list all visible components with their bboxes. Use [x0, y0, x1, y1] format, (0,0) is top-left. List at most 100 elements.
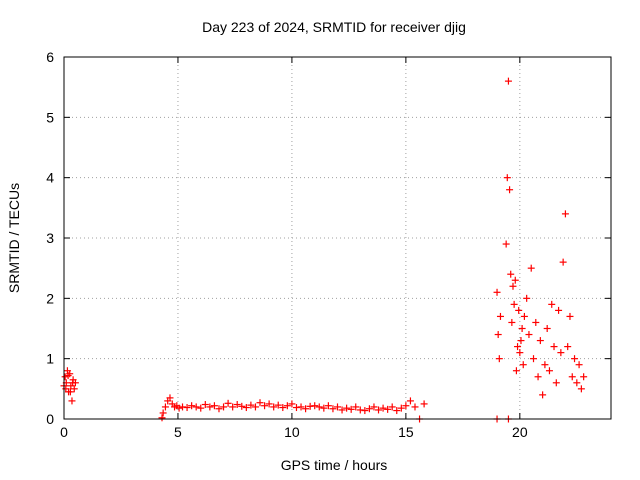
data-point	[532, 318, 540, 326]
data-point	[220, 403, 228, 411]
data-point	[552, 379, 560, 387]
data-point	[69, 379, 77, 387]
data-point	[543, 325, 551, 332]
data-point	[393, 407, 401, 415]
data-point	[541, 361, 549, 369]
data-point	[361, 407, 369, 415]
y-tick-label: 3	[46, 230, 54, 246]
data-point	[577, 385, 585, 393]
data-point	[352, 403, 360, 411]
data-point	[561, 210, 569, 218]
data-point	[516, 349, 524, 357]
data-point	[406, 397, 414, 405]
data-point	[288, 400, 296, 408]
data-point	[224, 399, 232, 407]
data-point	[188, 402, 196, 410]
data-points	[60, 77, 588, 423]
data-point	[297, 403, 305, 411]
data-point	[506, 186, 514, 194]
data-point	[274, 401, 282, 409]
data-point	[495, 355, 503, 363]
data-point	[511, 276, 519, 284]
data-point	[320, 404, 328, 412]
data-point	[356, 406, 364, 414]
data-point	[375, 406, 383, 414]
data-point	[210, 402, 218, 410]
data-point	[568, 373, 576, 381]
data-point	[283, 402, 291, 410]
data-point	[557, 349, 565, 357]
data-point	[370, 403, 378, 411]
data-point	[566, 312, 574, 320]
data-point	[507, 270, 515, 278]
data-point	[510, 300, 518, 308]
data-point	[493, 288, 501, 296]
data-point	[261, 402, 269, 410]
data-point	[503, 174, 511, 182]
data-point	[256, 399, 264, 407]
x-tick-label: 0	[60, 424, 68, 440]
data-point	[292, 404, 300, 412]
data-point	[206, 403, 214, 411]
y-tick-label: 0	[46, 411, 54, 427]
data-point	[575, 361, 583, 369]
data-point	[334, 403, 341, 411]
data-point	[530, 355, 538, 363]
y-tick-label: 6	[46, 49, 54, 65]
data-point	[183, 404, 191, 412]
data-point	[502, 240, 510, 248]
data-point	[62, 385, 70, 393]
data-point	[70, 385, 78, 393]
data-point	[523, 294, 531, 302]
data-point	[508, 318, 516, 326]
x-tick-label: 10	[284, 424, 300, 440]
data-point	[315, 403, 323, 411]
data-point	[64, 372, 72, 380]
data-point	[550, 343, 558, 351]
y-tick-label: 4	[46, 170, 54, 186]
data-point	[580, 373, 588, 381]
x-axis-label: GPS time / hours	[281, 457, 388, 473]
x-tick-label: 20	[512, 424, 528, 440]
data-point	[494, 331, 502, 339]
data-point	[514, 343, 522, 351]
data-point	[192, 403, 200, 411]
y-axis-label: SRMTID / TECUs	[6, 183, 22, 293]
data-point	[545, 367, 553, 375]
data-point	[564, 343, 572, 351]
data-point	[329, 405, 337, 413]
data-point	[534, 373, 542, 381]
data-point	[420, 400, 428, 408]
x-tick-label: 5	[174, 424, 182, 440]
data-point	[536, 337, 544, 345]
chart-title: Day 223 of 2024, SRMTID for receiver dji…	[202, 19, 466, 35]
axis-ticks: 0 5 10 15 20 0 1 2 3 4 5 6	[46, 49, 611, 440]
data-point	[233, 401, 241, 409]
y-tick-label: 5	[46, 109, 54, 125]
data-point	[571, 355, 579, 363]
data-point	[229, 403, 237, 411]
data-point	[515, 306, 523, 314]
data-point	[518, 325, 526, 332]
data-point	[512, 367, 520, 375]
data-point	[247, 401, 255, 409]
data-point	[338, 406, 346, 414]
data-point	[527, 264, 535, 272]
data-point	[161, 403, 169, 411]
y-tick-label: 1	[46, 351, 54, 367]
data-point	[61, 373, 69, 381]
data-point	[68, 397, 76, 405]
data-point	[175, 404, 183, 412]
data-point	[347, 405, 355, 413]
data-point	[279, 404, 287, 412]
data-point	[238, 402, 246, 410]
x-tick-label: 15	[398, 424, 414, 440]
data-point	[215, 405, 223, 413]
data-point	[504, 77, 512, 85]
data-point	[559, 258, 567, 266]
data-point	[270, 403, 278, 411]
data-point	[166, 394, 174, 402]
data-point	[496, 312, 504, 320]
data-point	[509, 282, 517, 290]
